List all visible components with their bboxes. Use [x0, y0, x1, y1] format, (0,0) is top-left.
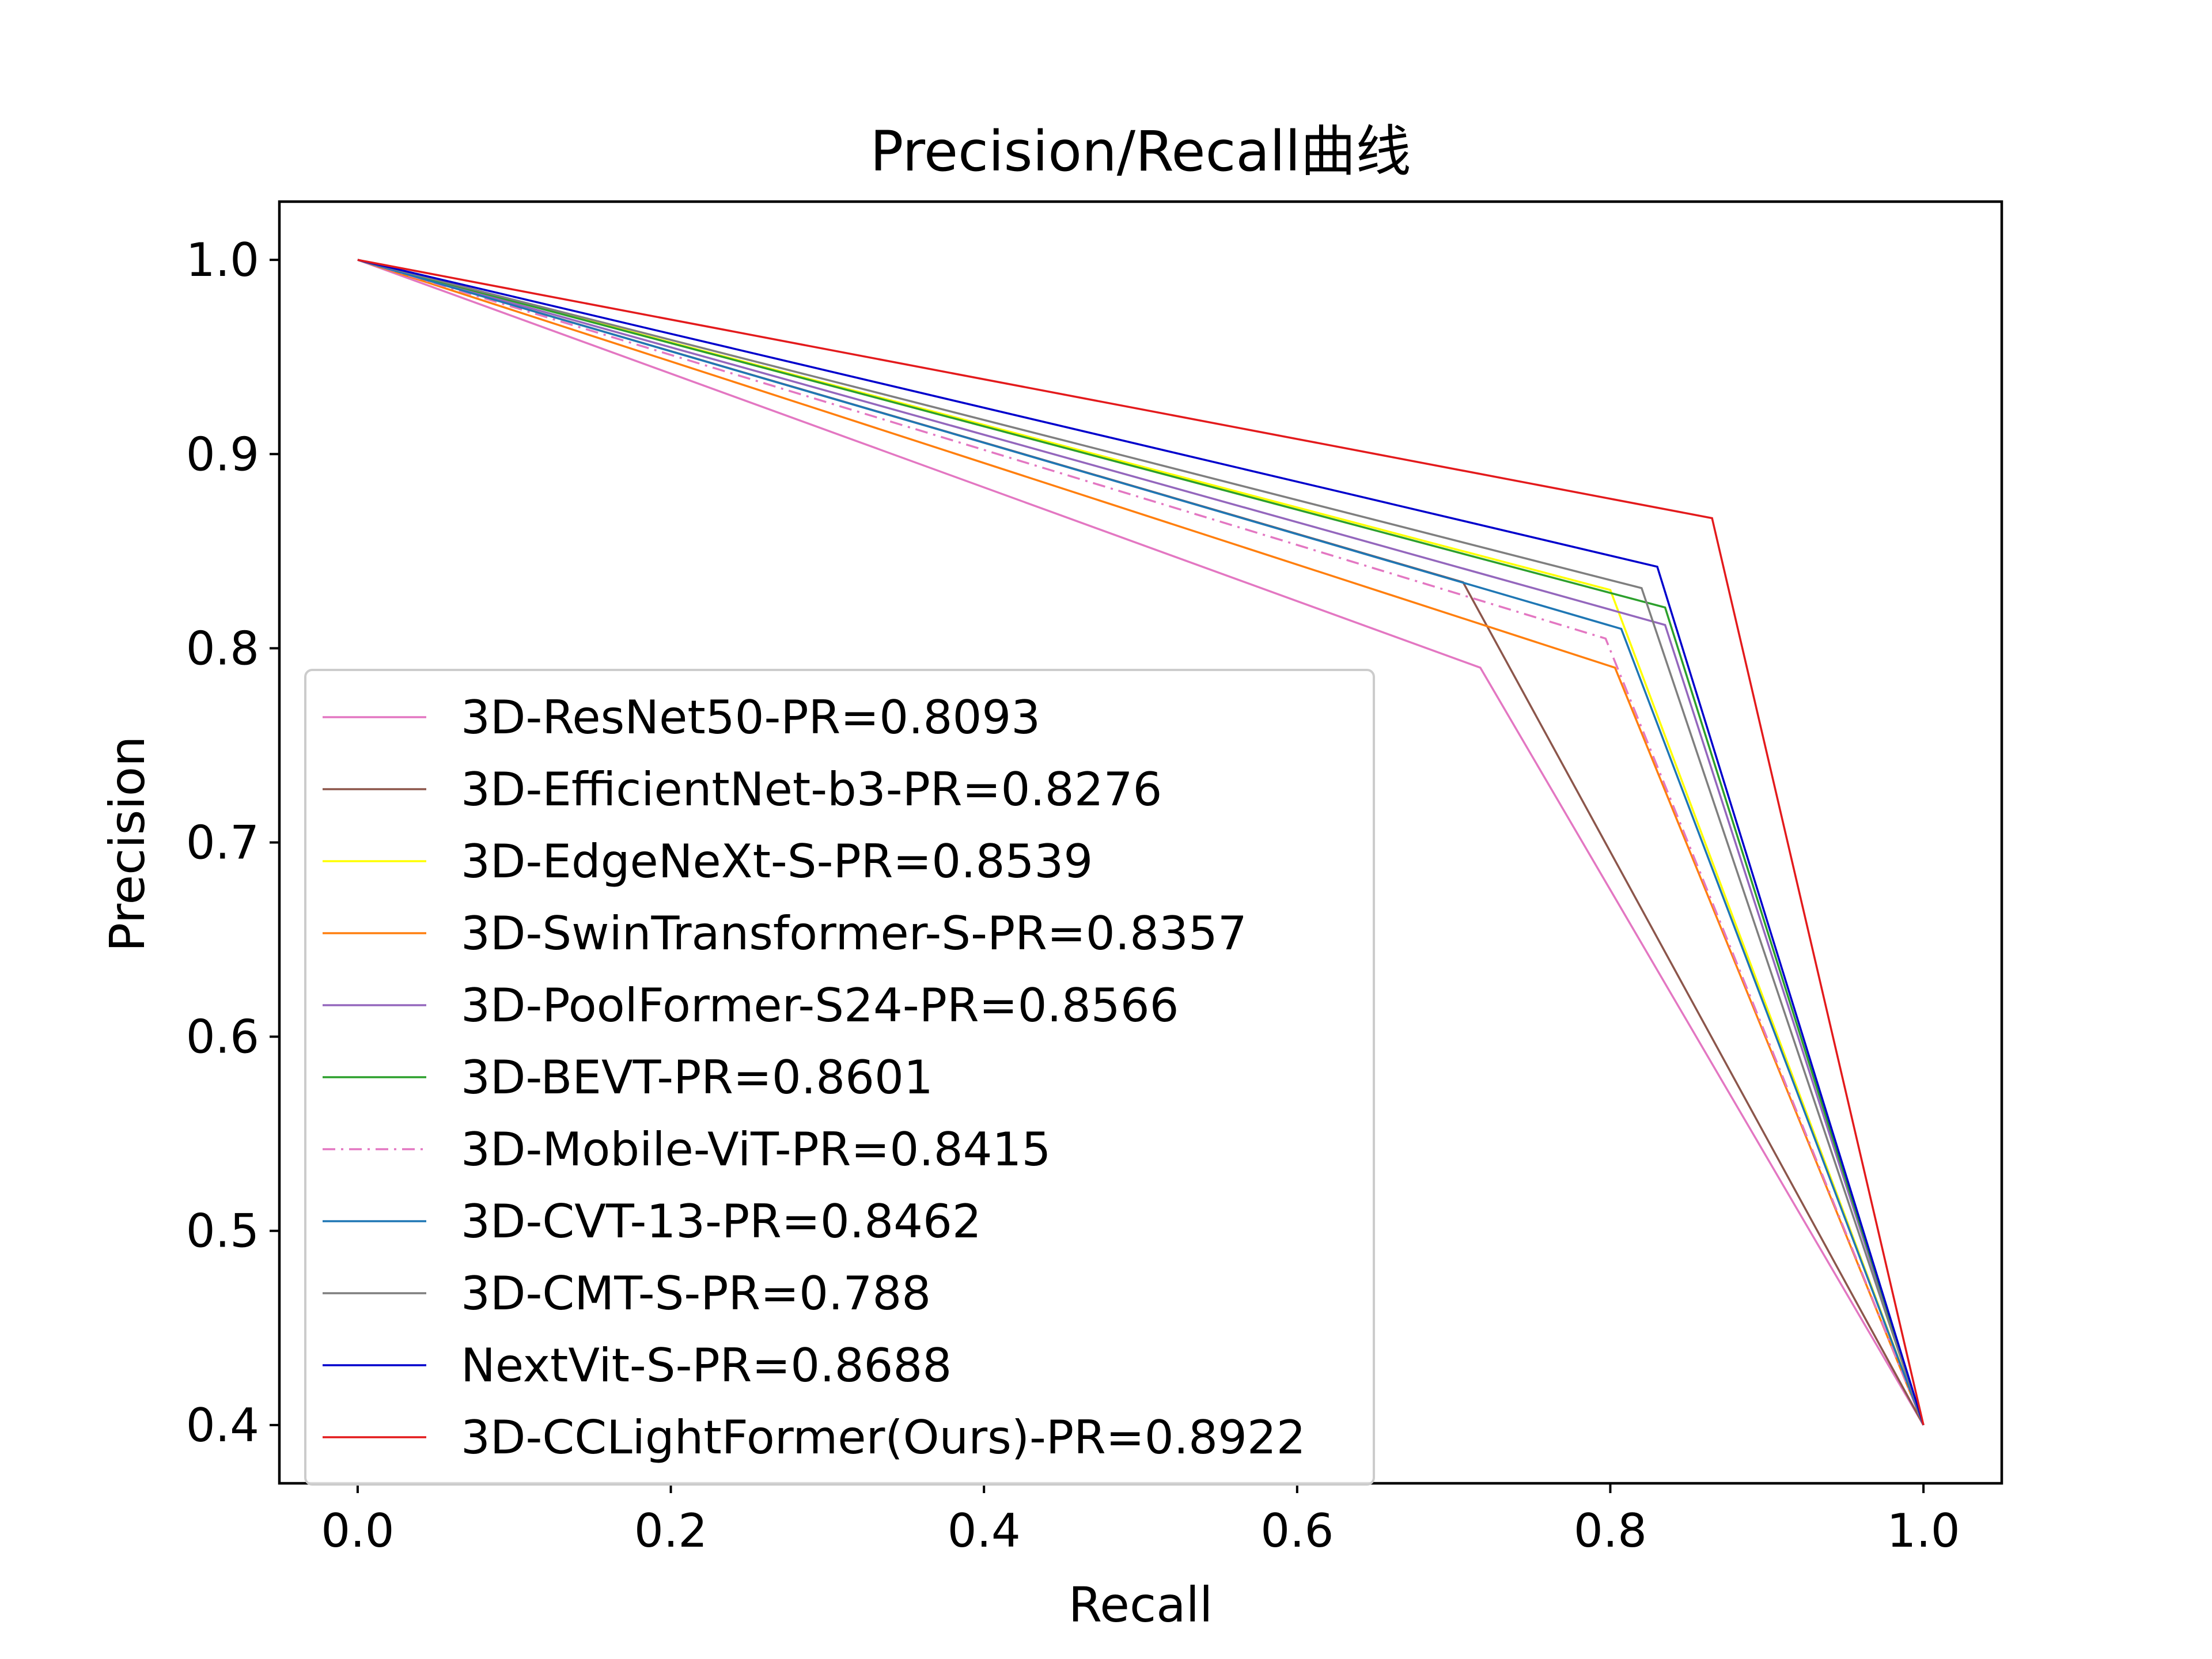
x-tick-label: 0.0	[321, 1504, 394, 1558]
y-tick-label: 0.8	[186, 622, 259, 675]
legend-label: 3D-Mobile-ViT-PR=0.8415	[461, 1123, 1051, 1176]
series-line	[357, 259, 1925, 1426]
series-line	[357, 259, 1925, 1426]
y-tick-label: 0.4	[186, 1399, 259, 1452]
legend: 3D-ResNet50-PR=0.8093 3D-EfficientNet-b3-…	[304, 669, 1375, 1486]
x-tick-label: 0.6	[1260, 1504, 1334, 1558]
y-tick-label: 0.5	[186, 1205, 259, 1258]
legend-label: 3D-ResNet50-PR=0.8093	[461, 691, 1040, 744]
series-line	[357, 259, 1925, 1426]
series-line	[357, 259, 1925, 1426]
series-line	[357, 259, 1925, 1426]
series-layer	[357, 259, 1925, 1426]
legend-label: 3D-BEVT-PR=0.8601	[461, 1051, 933, 1104]
legend-label: NextVit-S-PR=0.8688	[461, 1339, 952, 1392]
series-line	[357, 259, 1925, 1426]
legend-label: 3D-PoolFormer-S24-PR=0.8566	[461, 979, 1179, 1032]
series-line	[357, 259, 1925, 1426]
x-tick-label: 0.8	[1574, 1504, 1647, 1558]
legend-label: 3D-SwinTransformer-S-PR=0.8357	[461, 907, 1247, 960]
x-tick-label: 0.2	[634, 1504, 707, 1558]
y-tick-label: 0.9	[186, 427, 259, 481]
y-tick-label: 1.0	[186, 233, 259, 287]
x-tick-label: 1.0	[1887, 1504, 1960, 1558]
y-tick-label: 0.6	[186, 1010, 259, 1064]
y-tick-label: 0.7	[186, 816, 259, 870]
legend-label: 3D-EfficientNet-b3-PR=0.8276	[461, 763, 1162, 816]
y-axis-label: Precision	[99, 736, 156, 952]
legend-box	[304, 669, 1375, 1486]
legend-label: 3D-CCLightFormer(Ours)-PR=0.8922	[461, 1411, 1306, 1464]
legend-label: 3D-CMT-S-PR=0.788	[461, 1267, 931, 1320]
series-line	[357, 259, 1925, 1426]
x-tick-label: 0.4	[948, 1504, 1021, 1558]
ticks-layer: 0.0 0.2 0.4 0.6 0.8 1.0 0.4 0.5 0.6 0.7 0.8 0.9 1.0	[186, 233, 1960, 1558]
legend-label: 3D-EdgeNeXt-S-PR=0.8539	[461, 835, 1093, 888]
legend-label: 3D-CVT-13-PR=0.8462	[461, 1195, 982, 1248]
x-axis-label: Recall	[1069, 1577, 1213, 1633]
series-line	[357, 259, 1925, 1426]
chart-title: Precision/Recall曲线	[870, 119, 1411, 184]
